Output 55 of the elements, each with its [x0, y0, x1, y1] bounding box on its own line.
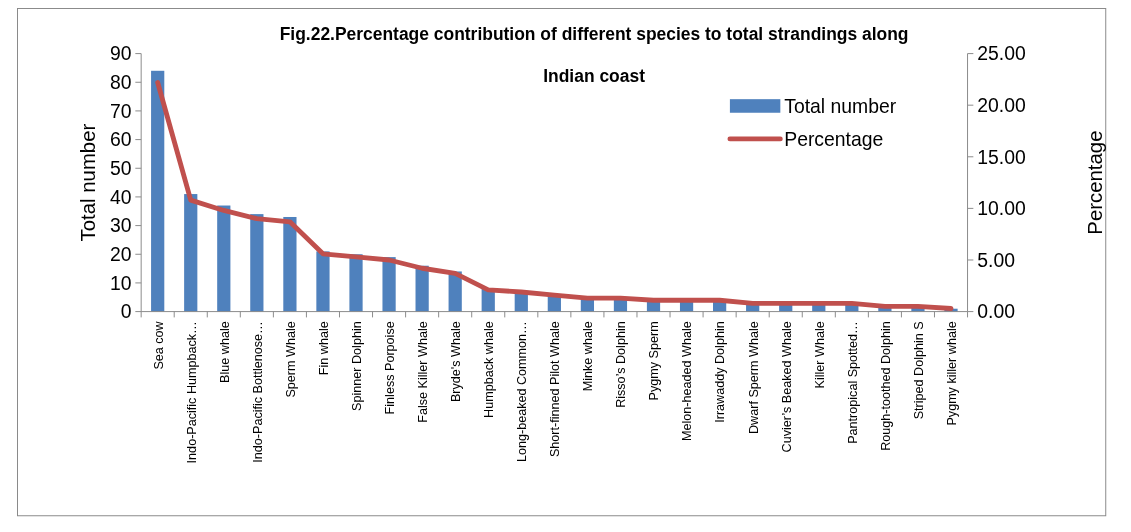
bar	[151, 70, 165, 312]
y-tick-label: 80	[109, 71, 132, 94]
legend-label: Total number	[784, 94, 897, 117]
x-tick-label: Spinner Dolphin	[349, 321, 364, 411]
y2-axis-title: Percentage	[1084, 130, 1107, 235]
line-series	[155, 80, 954, 311]
bar	[316, 251, 330, 312]
x-tick-label: Sea cow	[151, 320, 166, 370]
x-tick-label: Dwarf Sperm Whale	[746, 321, 761, 434]
y-tick-label: 60	[109, 128, 132, 151]
y2-tick-label: 5.00	[977, 248, 1016, 271]
y2-tick-label: 25.00	[977, 42, 1026, 65]
bar	[349, 254, 363, 312]
bar	[217, 205, 231, 312]
x-tick-label: Bryde's Whale	[449, 321, 464, 403]
x-tick-label: Pygmy killer whale	[944, 321, 959, 426]
bar	[250, 214, 264, 312]
y-tick-label: 30	[109, 214, 132, 237]
bar	[184, 194, 198, 312]
y-tick-label: 90	[109, 42, 132, 65]
y2-tick-label: 0.00	[977, 300, 1016, 323]
y2-tick-label: 10.00	[977, 197, 1026, 220]
y2-tick-label: 20.00	[977, 93, 1026, 116]
legend-label: Percentage	[784, 127, 884, 150]
chart-title: Fig.22.Percentage contribution of different species to total strandings along Indian coast	[279, 24, 909, 86]
x-tick-label: False Killer Whale	[415, 321, 430, 423]
x-tick-label: Fin whale	[316, 321, 331, 376]
y-tick-label: 10	[109, 271, 132, 294]
bar	[382, 257, 396, 312]
x-tick-label: Finless Porpoise	[382, 321, 397, 415]
y-tick-label: 50	[109, 157, 132, 180]
x-tick-label: Cuvier’s Beaked Whale	[779, 321, 794, 453]
y-tick-label: 0	[120, 300, 132, 323]
y2-tick-label: 15.00	[977, 145, 1026, 168]
x-tick-label: Irrawaddy Dolphin	[713, 321, 728, 423]
x-tick-label: Killer Whale	[812, 321, 827, 389]
x-tick-label: Risso’s Dolphin	[614, 321, 629, 408]
x-tick-label: Sperm Whale	[283, 321, 298, 398]
x-tick-label: Rough-toothed Dolphin	[878, 321, 893, 451]
x-tick-label: Long-beaked Common…	[515, 321, 530, 462]
y-tick-label: 40	[109, 185, 132, 208]
x-tick-label: Indo-Pacific Bottlenose…	[250, 321, 265, 463]
x-tick-label: Pantropical Spotted…	[845, 321, 860, 444]
x-tick-label: Melon-headed Whale	[680, 321, 695, 441]
x-tick-label: Pygmy Sperm	[647, 321, 662, 401]
bar	[283, 216, 297, 312]
x-tick-label: Indo-Pacific Humpback…	[184, 321, 199, 464]
y-axis-title: Total number	[76, 123, 99, 242]
x-tick-label: Humpback whale	[482, 321, 497, 418]
y-tick-label: 20	[109, 243, 132, 266]
x-tick-label: Short-finned Pilot Whale	[548, 321, 563, 458]
x-tick-label: Blue whale	[217, 321, 232, 383]
x-tick-label: Striped Dolphin S	[911, 321, 926, 420]
y-tick-label: 70	[109, 99, 132, 122]
x-tick-label: Minke whale	[581, 321, 596, 392]
